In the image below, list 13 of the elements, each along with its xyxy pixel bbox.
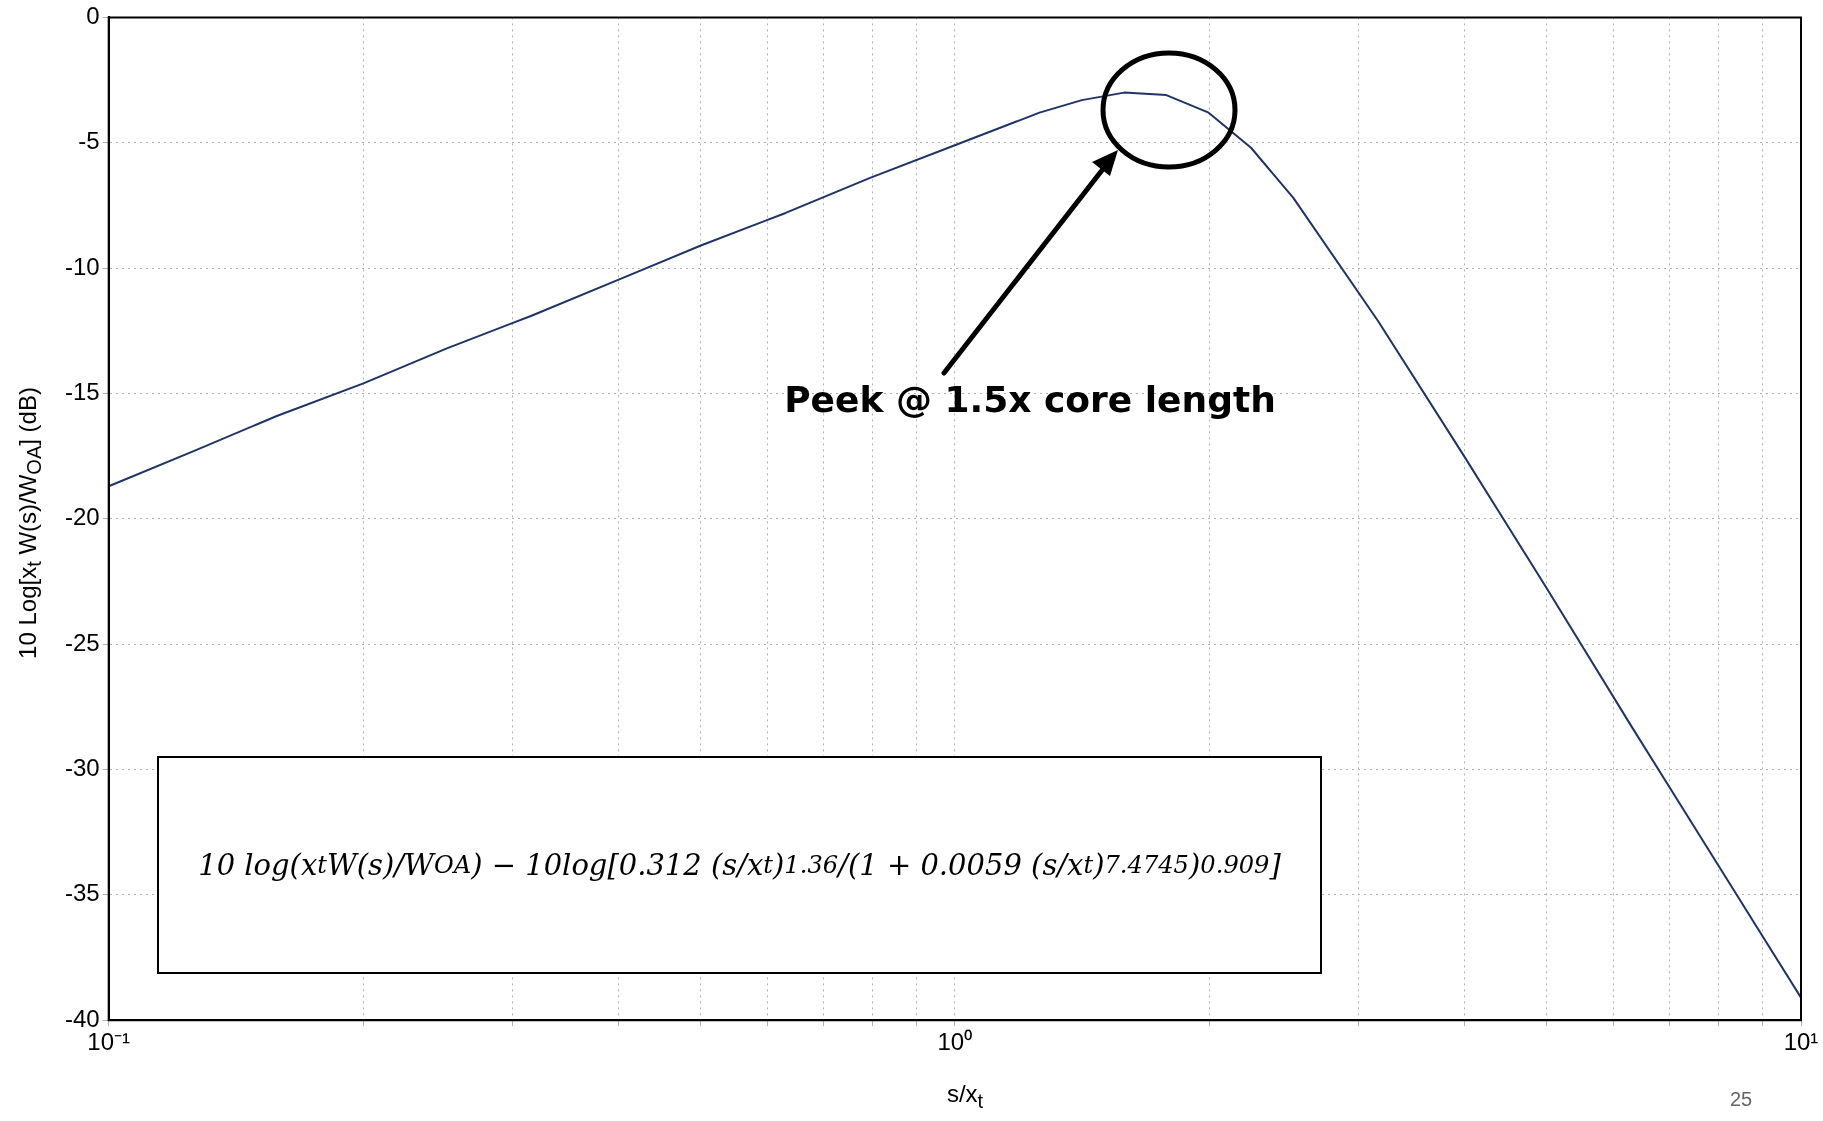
y-tick-label: -25 <box>65 628 100 656</box>
y-tick-label: -10 <box>65 252 100 280</box>
annotation: Peek @ 1.5x core length <box>784 378 1276 420</box>
y-tick-label: -35 <box>65 879 100 907</box>
x-tick-label: 10⁰ <box>937 1028 973 1056</box>
x-tick-label: 10¹ <box>1783 1028 1819 1056</box>
y-tick-label: 0 <box>86 2 100 30</box>
y-tick-label: -20 <box>65 503 100 531</box>
x-axis-title: s/x$_{t}$ <box>946 1080 984 1113</box>
y-tick-label: -5 <box>78 127 100 155</box>
y-tick-label: -30 <box>65 754 100 782</box>
text: 25 <box>1730 1088 1753 1111</box>
y-tick-label: -15 <box>65 378 100 406</box>
